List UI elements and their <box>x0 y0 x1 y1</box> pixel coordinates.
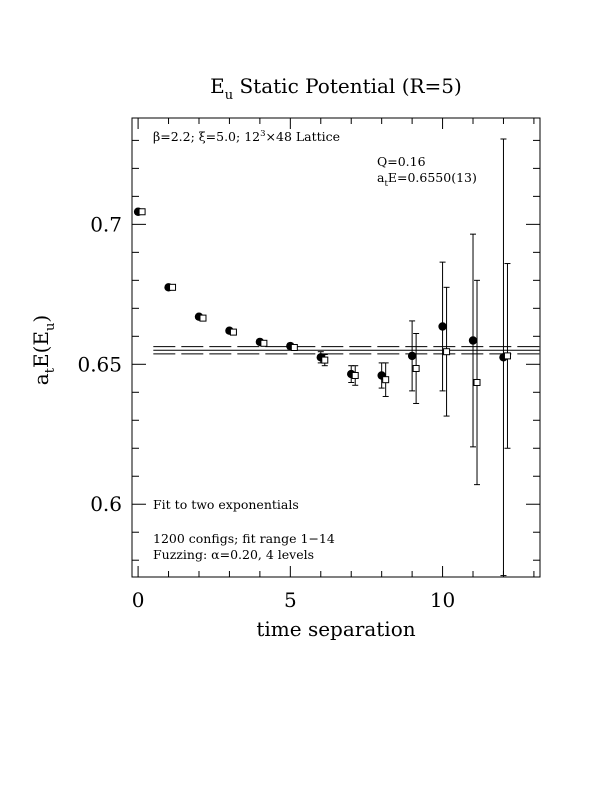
axis-tick-labels: 0 5 10 0.6 0.65 0.7 <box>77 212 455 612</box>
x-tick-label: 5 <box>284 588 297 612</box>
data-point-square <box>138 208 146 216</box>
lattice-size: 12 <box>244 129 260 144</box>
fit-annotation: Fit to two exponentials <box>153 497 299 512</box>
data-point-square <box>473 378 481 386</box>
fit-band <box>153 346 540 355</box>
y-tick-label: 0.6 <box>90 492 122 516</box>
data-point-square <box>503 352 511 360</box>
data-point-square <box>321 356 329 364</box>
data-point-square <box>229 328 237 336</box>
y-tick-label: 0.65 <box>77 352 122 376</box>
configs-annotation: 1200 configs; fit range 1−14 <box>153 531 335 546</box>
data-point-square <box>260 339 268 347</box>
fuzzing-annotation: Fuzzing: α=0.20, 4 levels <box>153 547 314 562</box>
plot-frame <box>131 117 541 578</box>
energy-a: a <box>377 170 385 185</box>
y-label-mid-sub: u <box>43 323 58 331</box>
y-label-end: ) <box>29 315 53 323</box>
x-tick-label: 0 <box>132 588 145 612</box>
y-label-a: a <box>29 373 53 385</box>
y-axis-label: atE(Eu) <box>29 315 58 385</box>
data-point-square <box>290 344 298 351</box>
data-point-square <box>382 376 390 384</box>
fuzzing-pre: Fuzzing: <box>153 547 211 562</box>
data-point-circle <box>468 336 478 345</box>
x-axis-label: time separation <box>256 617 415 641</box>
title-rest: Static Potential (R=5) <box>233 74 462 98</box>
fuzzing-alpha: α <box>211 547 220 562</box>
xi-text: ξ=5.0; <box>199 129 244 144</box>
data-point-square <box>199 314 207 322</box>
lattice-size-sup: 3 <box>260 129 265 139</box>
data-point-square <box>169 283 177 291</box>
data-series <box>133 138 511 577</box>
q-annotation: Q=0.16 <box>377 154 426 169</box>
axis-ticks <box>132 118 540 577</box>
title-main: E <box>210 74 225 98</box>
data-point-circle <box>407 351 417 361</box>
title-sub: u <box>225 88 233 103</box>
energy-rest: E=0.6550(13) <box>388 170 477 185</box>
y-label-mid: E(E <box>29 331 53 368</box>
data-point-square <box>351 371 359 379</box>
y-tick-label: 0.7 <box>90 212 122 236</box>
x-tick-label: 10 <box>430 588 455 612</box>
energy-annotation: atE=0.6550(13) <box>377 170 477 189</box>
fuzzing-post: =0.20, 4 levels <box>220 547 314 562</box>
y-label-a-sub: t <box>43 367 58 373</box>
data-point-square <box>443 348 451 356</box>
energy-a-sub: t <box>384 179 388 189</box>
lattice-size-end: ×48 Lattice <box>266 129 341 144</box>
lattice-annotation: β=2.2; ξ=5.0; 123×48 Lattice <box>153 129 340 144</box>
data-point-circle <box>438 322 447 331</box>
beta-text: β=2.2; <box>153 129 199 144</box>
chart-title: Eu Static Potential (R=5) <box>210 74 462 103</box>
data-point-square <box>412 364 420 372</box>
